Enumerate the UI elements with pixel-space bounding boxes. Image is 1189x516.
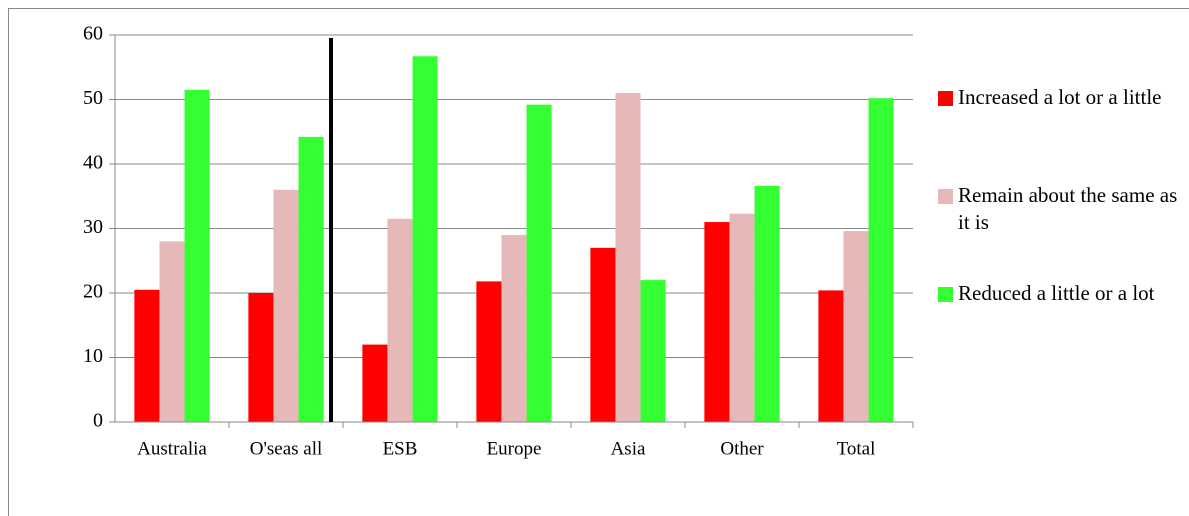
legend: Increased a lot or a little Remain about … xyxy=(938,84,1178,378)
chart-frame xyxy=(8,8,1189,516)
bar xyxy=(843,231,869,422)
y-tick-label: 40 xyxy=(83,152,103,174)
bar xyxy=(526,104,552,422)
bar xyxy=(501,234,527,422)
y-tick-label: 10 xyxy=(83,345,103,367)
x-tick-label: Asia xyxy=(611,438,646,459)
bar xyxy=(729,213,755,422)
bar xyxy=(615,93,641,423)
x-tick-label: Europe xyxy=(487,438,542,459)
bar xyxy=(704,222,730,422)
y-tick-label: 0 xyxy=(93,410,103,432)
bar xyxy=(298,136,324,422)
bar xyxy=(248,293,274,422)
bar xyxy=(159,241,185,422)
legend-item: Remain about the same as it is xyxy=(938,182,1178,280)
x-tick-label: ESB xyxy=(383,438,418,459)
y-tick-label: 50 xyxy=(83,87,103,109)
legend-swatch xyxy=(938,91,953,106)
bar xyxy=(412,56,438,422)
bar xyxy=(818,290,844,422)
bar xyxy=(362,344,388,422)
legend-item: Increased a lot or a little xyxy=(938,84,1178,182)
x-tick-label: Total xyxy=(837,438,876,459)
bar xyxy=(134,289,160,422)
legend-label: Increased a lot or a little xyxy=(958,85,1162,109)
y-tick-label: 20 xyxy=(83,281,103,303)
bar xyxy=(387,218,413,422)
y-tick-label: 60 xyxy=(83,23,103,45)
legend-item: Reduced a little or a lot xyxy=(938,280,1178,378)
x-tick-label: Other xyxy=(720,438,764,459)
bar xyxy=(640,280,666,422)
bar xyxy=(754,185,780,422)
bar xyxy=(184,89,210,422)
bar xyxy=(476,281,502,422)
x-tick-label: Australia xyxy=(137,438,207,459)
bar xyxy=(590,247,616,422)
y-tick-label: 30 xyxy=(83,216,103,238)
legend-swatch xyxy=(938,287,953,302)
legend-label: Remain about the same as it is xyxy=(958,183,1178,234)
bar xyxy=(868,98,894,423)
x-tick-label: O'seas all xyxy=(250,438,323,459)
legend-swatch xyxy=(938,189,953,204)
bar xyxy=(273,189,299,422)
legend-label: Reduced a little or a lot xyxy=(958,281,1155,305)
